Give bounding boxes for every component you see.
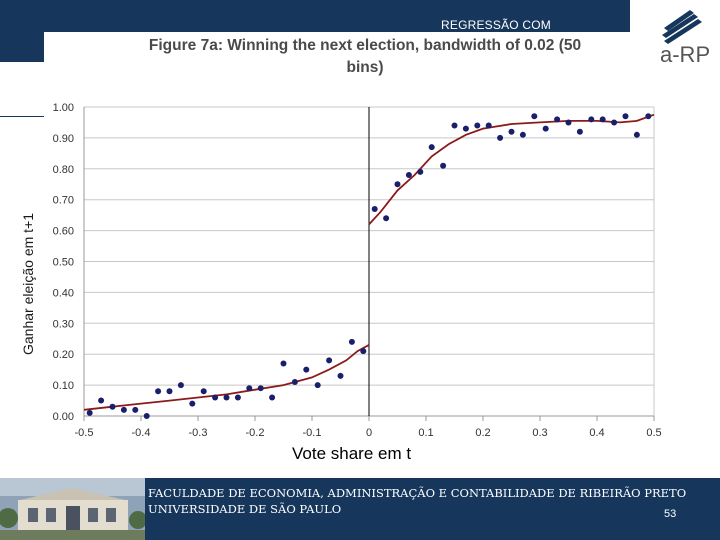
university-logo: a-RP (650, 6, 720, 67)
y-tick-label: 0.40 (53, 287, 74, 299)
data-point (98, 397, 105, 404)
axes (83, 107, 655, 421)
data-point (360, 348, 367, 355)
data-point (508, 128, 515, 135)
header-band-left (0, 32, 44, 62)
y-tick-label: 0.50 (53, 257, 74, 269)
data-point (588, 116, 595, 123)
data-point (599, 116, 606, 123)
data-point (109, 403, 116, 410)
x-tick-label: 0 (366, 427, 372, 439)
figure-title-line2: bins) (346, 59, 384, 76)
data-point (200, 388, 207, 395)
y-tick-label: 0.60 (53, 226, 74, 238)
data-point (280, 360, 287, 367)
data-point (155, 388, 162, 395)
data-point (257, 385, 264, 392)
building-photo (0, 478, 145, 540)
page-number: 53 (664, 508, 677, 520)
data-point (314, 382, 321, 389)
data-point (303, 366, 310, 373)
section-label: REGRESSÃO COM (441, 18, 551, 32)
data-point (405, 171, 412, 178)
header-band (0, 0, 630, 32)
x-tick-label: -0.4 (132, 427, 151, 439)
data-point (451, 122, 458, 129)
data-point (554, 116, 561, 123)
data-point (269, 394, 276, 401)
y-tick-label: 0.70 (53, 195, 74, 207)
data-point (611, 119, 618, 126)
data-point (189, 400, 196, 407)
data-point (223, 394, 230, 401)
x-tick-label: 0.1 (418, 427, 433, 439)
data-point (132, 406, 139, 413)
data-point (542, 125, 549, 132)
y-tick-label: 0.90 (53, 133, 74, 145)
scatter-chart: 0.000.100.200.300.400.500.600.700.800.90… (53, 102, 662, 439)
x-tick-label: -0.3 (189, 427, 208, 439)
y-tick-label: 0.20 (53, 349, 74, 361)
x-tick-label: -0.5 (75, 427, 94, 439)
data-point (417, 168, 424, 175)
data-point (348, 338, 355, 345)
x-tick-labels: -0.5 -0.4 -0.3 -0.2 -0.1 0 0.1 0.2 0.3 0.4 0.5 (75, 427, 662, 439)
data-point (337, 372, 344, 379)
y-tick-label: 0.80 (53, 164, 74, 176)
data-point (383, 215, 390, 222)
data-point (326, 357, 333, 364)
data-point (291, 379, 298, 386)
data-points (86, 113, 652, 419)
data-point (633, 131, 640, 138)
y-tick-label: 0.00 (53, 411, 74, 423)
data-point (576, 128, 583, 135)
data-point (645, 113, 652, 120)
x-axis-label: Vote share em t (292, 444, 412, 463)
x-tick-label: -0.2 (246, 427, 265, 439)
footer-line1: FACULDADE DE ECONOMIA, ADMINISTRAÇÃO E C… (148, 486, 687, 500)
data-point (440, 162, 447, 169)
data-point (143, 413, 150, 419)
x-tick-label: 0.4 (589, 427, 604, 439)
x-tick-label: -0.1 (303, 427, 322, 439)
y-tick-label: 0.10 (53, 380, 74, 392)
y-tick-labels: 0.00 0.10 0.20 0.30 0.40 0.50 0.60 0.70 0.80 0.90… (53, 102, 74, 423)
data-point (234, 394, 241, 401)
figure-title-line1: Figure 7a: Winning the next election, ba… (148, 37, 582, 54)
data-point (212, 394, 219, 401)
x-tick-label: 0.2 (475, 427, 490, 439)
x-tick-label: 0.5 (646, 427, 661, 439)
data-point (371, 205, 378, 212)
data-point (474, 122, 481, 129)
data-point (428, 144, 435, 151)
logo-icon: a-RP (660, 10, 710, 67)
y-axis-label: Ganhar eleição em t+1 (20, 212, 36, 355)
data-point (519, 131, 526, 138)
data-point (462, 125, 469, 132)
y-tick-label: 0.30 (53, 318, 74, 330)
data-point (531, 113, 538, 120)
data-point (497, 134, 504, 141)
footer-institution: FACULDADE DE ECONOMIA, ADMINISTRAÇÃO E C… (148, 485, 686, 517)
data-point (622, 113, 629, 120)
y-tick-label: 1.00 (53, 102, 74, 114)
data-point (86, 409, 93, 416)
figure-title: Figure 7a: Winning the next election, ba… (110, 35, 620, 79)
data-point (394, 181, 401, 188)
footer-line2: UNIVERSIDADE DE SÃO PAULO (148, 502, 342, 516)
side-divider (0, 116, 44, 117)
data-point (565, 119, 572, 126)
data-point (485, 122, 492, 129)
fit-curve-left (83, 344, 370, 411)
data-point (120, 406, 127, 413)
data-point (177, 382, 184, 389)
x-tick-label: 0.3 (532, 427, 547, 439)
building-photo-image (0, 478, 145, 540)
data-point (246, 385, 253, 392)
data-point (166, 388, 173, 395)
logo-text: a-RP (660, 42, 710, 66)
